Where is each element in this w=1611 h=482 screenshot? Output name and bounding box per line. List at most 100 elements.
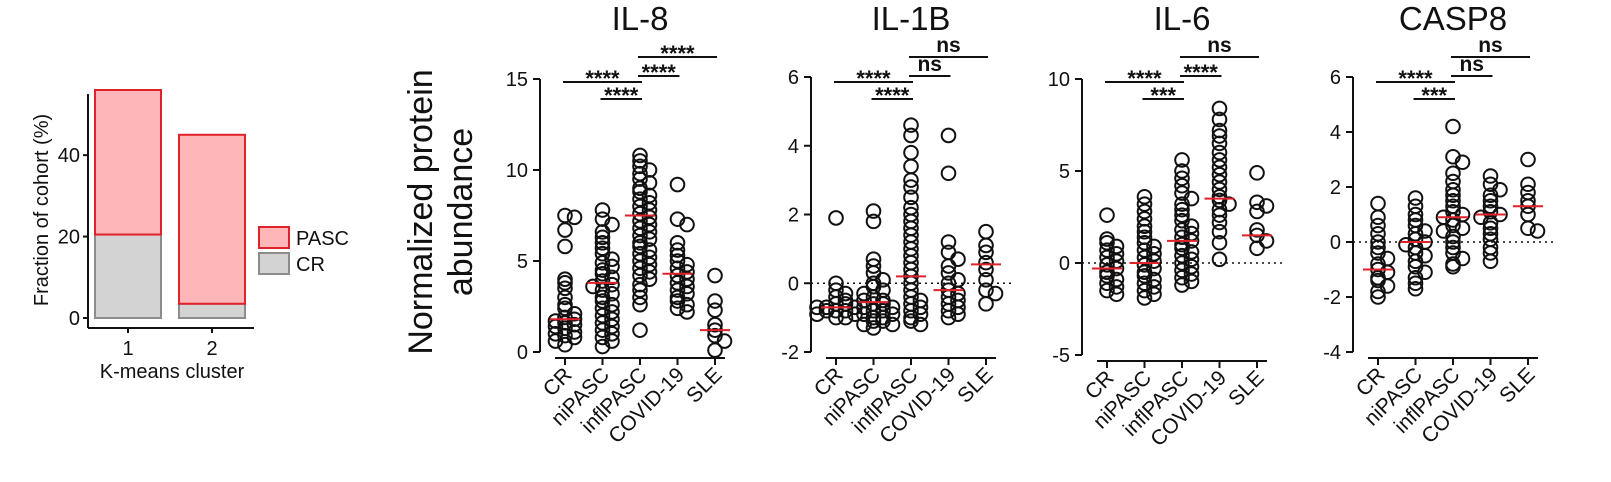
data-point — [1454, 154, 1471, 171]
data-point — [940, 234, 957, 250]
significance-label: **** — [1184, 60, 1219, 85]
data-point — [1482, 198, 1499, 215]
data-point — [1520, 206, 1536, 223]
data-point — [1454, 220, 1471, 237]
data-point — [912, 299, 929, 316]
data-point — [1108, 279, 1125, 295]
panel-title: IL-1B — [872, 0, 951, 37]
data-point — [903, 127, 919, 144]
group-covid-19 — [1204, 100, 1237, 268]
significance-label: ns — [917, 53, 942, 76]
significance-label: **** — [1398, 66, 1433, 91]
data-point — [1099, 249, 1115, 266]
scatter-panels: IL-8051015CRniPASCinflPASCCOVID-19SLE***… — [506, 0, 1556, 451]
data-point — [707, 316, 723, 333]
data-point — [978, 244, 994, 261]
shared-ylabel-line2: abundance — [442, 128, 480, 296]
significance-label: ns — [936, 34, 961, 57]
data-point — [641, 224, 658, 240]
data-point — [978, 254, 994, 271]
data-point — [1174, 177, 1190, 194]
data-point — [903, 189, 919, 206]
data-point — [669, 176, 686, 193]
data-point — [865, 213, 882, 230]
data-point — [1258, 233, 1275, 249]
data-point — [940, 165, 957, 182]
bar-segment-pasc-cluster-2 — [178, 133, 246, 305]
data-point — [1445, 181, 1461, 198]
data-point — [1445, 258, 1461, 275]
data-point — [809, 306, 825, 322]
data-point — [1370, 209, 1386, 226]
y-tick-label: 0 — [788, 273, 799, 295]
data-point — [1099, 207, 1115, 223]
y-tick-label: 5 — [517, 251, 528, 273]
data-point — [1520, 176, 1536, 193]
data-point — [856, 299, 872, 316]
data-point — [566, 305, 583, 322]
data-point — [1174, 196, 1190, 212]
data-point — [594, 329, 611, 346]
data-point — [679, 296, 695, 313]
data-point — [1174, 247, 1190, 264]
data-point — [903, 172, 919, 188]
data-point — [856, 316, 872, 333]
data-point — [1445, 239, 1461, 256]
data-point — [1211, 181, 1228, 198]
bar-segment-cr-cluster-2 — [178, 302, 246, 319]
data-point — [1407, 253, 1424, 270]
data-point — [594, 235, 611, 251]
data-point — [1211, 144, 1228, 161]
data-point — [1407, 269, 1424, 286]
data-point — [707, 267, 723, 284]
data-point — [1211, 135, 1228, 152]
group-nipasc — [1398, 190, 1433, 297]
data-point — [1211, 223, 1228, 240]
bar-x-tick-label: 1 — [122, 338, 133, 360]
data-point — [1136, 290, 1153, 306]
data-point — [950, 299, 966, 316]
data-point — [1136, 196, 1153, 212]
data-point — [594, 202, 611, 218]
data-point — [594, 224, 611, 240]
data-point — [1407, 280, 1424, 297]
data-point — [837, 309, 854, 326]
y-tick-label: 2 — [1330, 177, 1341, 199]
bar-x-axis-label: K-means cluster — [100, 361, 245, 383]
panel-title: IL-8 — [612, 0, 669, 37]
data-point — [940, 309, 957, 326]
data-point — [1174, 201, 1190, 218]
data-point — [1183, 258, 1200, 275]
x-tick-label-sle: SLE — [682, 363, 726, 407]
significance-label: **** — [856, 66, 891, 91]
panel-title: CASP8 — [1399, 0, 1507, 37]
bar-y-tick-label: 0 — [69, 308, 80, 330]
data-point — [1146, 246, 1162, 262]
group-cr — [1092, 207, 1125, 303]
data-point — [557, 207, 573, 224]
data-point — [594, 338, 611, 355]
data-point — [978, 237, 994, 254]
data-point — [1183, 218, 1200, 234]
data-point — [707, 293, 723, 309]
data-point — [1370, 195, 1386, 212]
data-point — [1529, 223, 1546, 239]
y-tick-label: -5 — [1052, 345, 1070, 367]
data-point — [1482, 214, 1499, 231]
legend-swatch-cr — [258, 252, 290, 275]
data-point — [632, 227, 648, 244]
y-tick-label: 10 — [506, 160, 528, 182]
group-covid-19 — [1473, 168, 1508, 270]
data-point — [1174, 207, 1190, 223]
data-point — [1174, 255, 1190, 271]
y-tick-label: -4 — [1323, 342, 1341, 364]
y-tick-label: 5 — [1059, 161, 1070, 183]
data-point — [566, 324, 583, 340]
data-point — [1370, 289, 1386, 305]
data-point — [1174, 229, 1190, 246]
data-point — [903, 158, 919, 175]
data-point — [1136, 268, 1153, 284]
data-point — [547, 326, 564, 342]
data-point — [1249, 165, 1265, 181]
